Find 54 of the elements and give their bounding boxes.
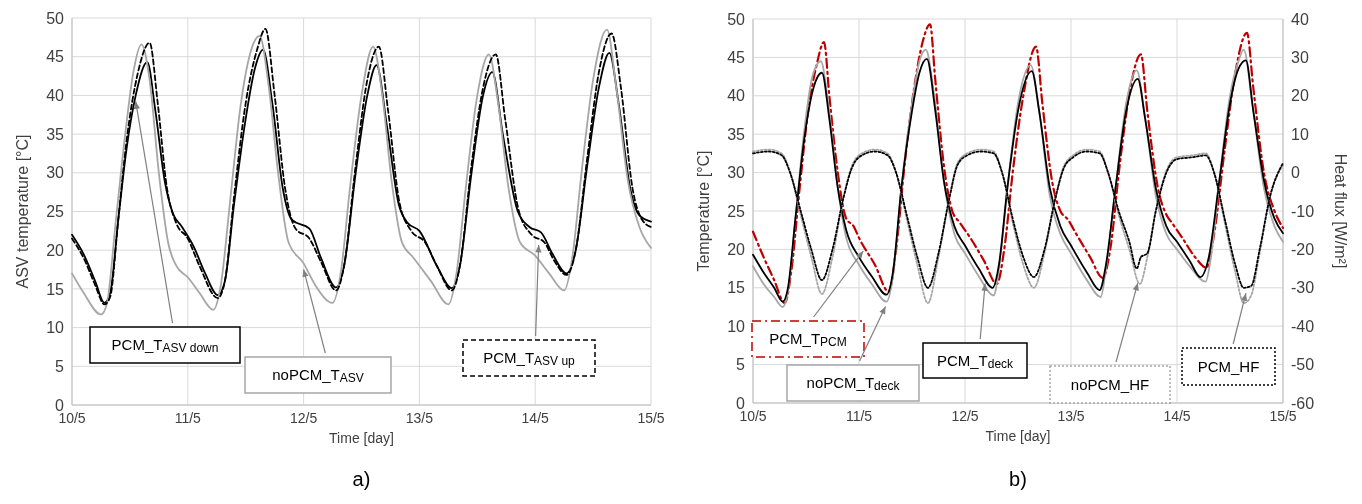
y2-tick-label: 10: [1291, 125, 1309, 143]
y2-tick-label: 30: [1291, 49, 1309, 66]
x-tick-label: 12/5: [289, 410, 318, 426]
y-tick-label: 10: [46, 319, 65, 337]
text: PCM_T$_{deck}$: [936, 351, 1015, 371]
x-tick-label: 13/5: [1057, 408, 1085, 424]
text: noPCM_T$_{deck}$: [806, 374, 901, 394]
text: PCM_T$_{ASV up}$: [483, 349, 576, 369]
y2-tick-label: -30: [1291, 279, 1315, 297]
y-tick-label: 20: [727, 241, 746, 258]
y-tick-label: 5: [55, 357, 65, 375]
x-tick-label: 14/5: [521, 410, 550, 426]
x-tick-label: 13/5: [405, 410, 434, 426]
text: PCM_T$_{PCM}$: [769, 330, 847, 350]
y-tick-label: 15: [46, 280, 65, 298]
text: noPCM_T$_{ASV}$: [272, 366, 364, 386]
x-tick-label: 15/5: [637, 410, 665, 426]
y-tick-label: 35: [727, 125, 746, 143]
x-axis-title: Time [day]: [985, 428, 1051, 444]
x-tick-label: 14/5: [1163, 408, 1191, 424]
y-tick-label: 10: [727, 317, 746, 335]
text: PCM_T$_{ASV down}$: [111, 336, 219, 356]
y-tick-label: 50: [727, 10, 746, 28]
x-tick-label: 12/5: [951, 408, 979, 424]
x-tick-label: 11/5: [845, 408, 873, 424]
y-tick-label: 35: [46, 125, 65, 143]
y-tick-label: 5: [736, 356, 746, 374]
y-axis-title: ASV temperature [°C]: [14, 134, 31, 289]
y2-tick-label: -40: [1291, 317, 1315, 335]
y-tick-label: 25: [46, 203, 65, 221]
y-tick-label: 40: [46, 87, 65, 104]
y2-tick-label: -10: [1291, 202, 1315, 220]
text: b): [1009, 468, 1027, 490]
y2-tick-label: 40: [1291, 10, 1309, 28]
y-tick-label: 30: [46, 164, 65, 182]
x-axis-title: Time [day]: [329, 430, 394, 446]
y-tick-label: 20: [46, 241, 65, 259]
y2-tick-label: 0: [1291, 164, 1300, 182]
y-tick-label: 40: [727, 87, 746, 105]
text: a): [352, 468, 371, 490]
y2-tick-label: 20: [1291, 87, 1309, 105]
y-tick-label: 45: [727, 49, 746, 66]
y-tick-label: 30: [727, 164, 746, 182]
y-tick-label: 15: [727, 279, 746, 297]
y2-tick-label: -20: [1291, 241, 1315, 258]
y-tick-label: 25: [727, 202, 746, 220]
text: noPCM_HF: [1070, 375, 1150, 393]
y-axis-title: Temperature [°C]: [695, 150, 712, 272]
y-tick-label: 45: [46, 48, 65, 66]
text: PCM_HF: [1197, 357, 1260, 375]
y2-tick-label: -50: [1291, 356, 1315, 374]
x-tick-label: 11/5: [174, 410, 202, 426]
y2-axis-title: Heat flux [W/m²]: [1332, 153, 1349, 269]
y-tick-label: 50: [46, 9, 65, 27]
